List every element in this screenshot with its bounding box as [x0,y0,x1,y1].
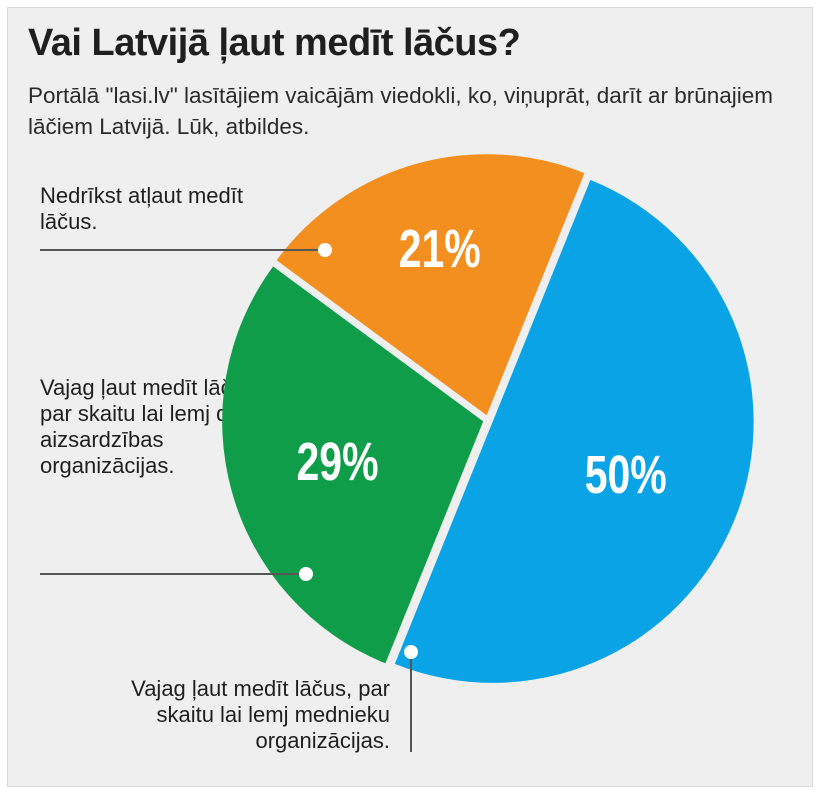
leader-forbid-dot [318,243,332,257]
percent-labels: 50% 29% 21% [296,220,666,506]
leader-hunters-dot [404,645,418,659]
pie-slices [222,154,754,683]
slice-forbid [276,154,585,416]
slice-nature-orgs [222,266,484,664]
leader-nature-dot [299,567,313,581]
pct-label-nature-orgs: 29% [296,433,378,493]
chart-subtitle: Portālā "lasi.lv" lasītājiem vaicājām vi… [28,83,774,139]
pct-label-hunter-orgs: 50% [585,446,667,506]
leader-lines [40,243,418,752]
pct-label-forbid: 21% [399,220,481,280]
chart-title: Vai Latvijā ļaut medīt lāčus? [28,22,521,64]
label-forbid: Nedrīkst atļaut medīt lāčus. [40,183,243,234]
label-hunter-orgs: Vajag ļaut medīt lāčus, par skaitu lai l… [131,676,390,753]
slice-hunter-orgs [394,179,754,683]
